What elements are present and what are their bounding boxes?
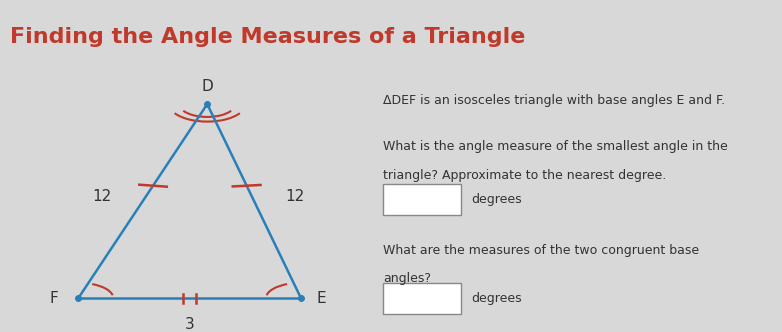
Text: F: F (50, 291, 59, 306)
Text: What is the angle measure of the smallest angle in the: What is the angle measure of the smalles… (383, 140, 728, 153)
Text: What are the measures of the two congruent base: What are the measures of the two congrue… (383, 244, 699, 257)
Text: D: D (201, 79, 213, 94)
FancyBboxPatch shape (383, 283, 461, 314)
Text: 12: 12 (285, 189, 305, 204)
FancyBboxPatch shape (383, 184, 461, 215)
Text: Finding the Angle Measures of a Triangle: Finding the Angle Measures of a Triangle (10, 27, 526, 46)
Text: degrees: degrees (471, 292, 522, 305)
Text: ΔDEF is an isosceles triangle with base angles E and F.: ΔDEF is an isosceles triangle with base … (383, 94, 726, 107)
Text: angles?: angles? (383, 273, 431, 286)
Text: degrees: degrees (471, 194, 522, 207)
Text: triangle? Approximate to the nearest degree.: triangle? Approximate to the nearest deg… (383, 169, 666, 182)
Text: 12: 12 (92, 189, 111, 204)
Text: E: E (317, 291, 326, 306)
Text: 3: 3 (185, 317, 195, 332)
